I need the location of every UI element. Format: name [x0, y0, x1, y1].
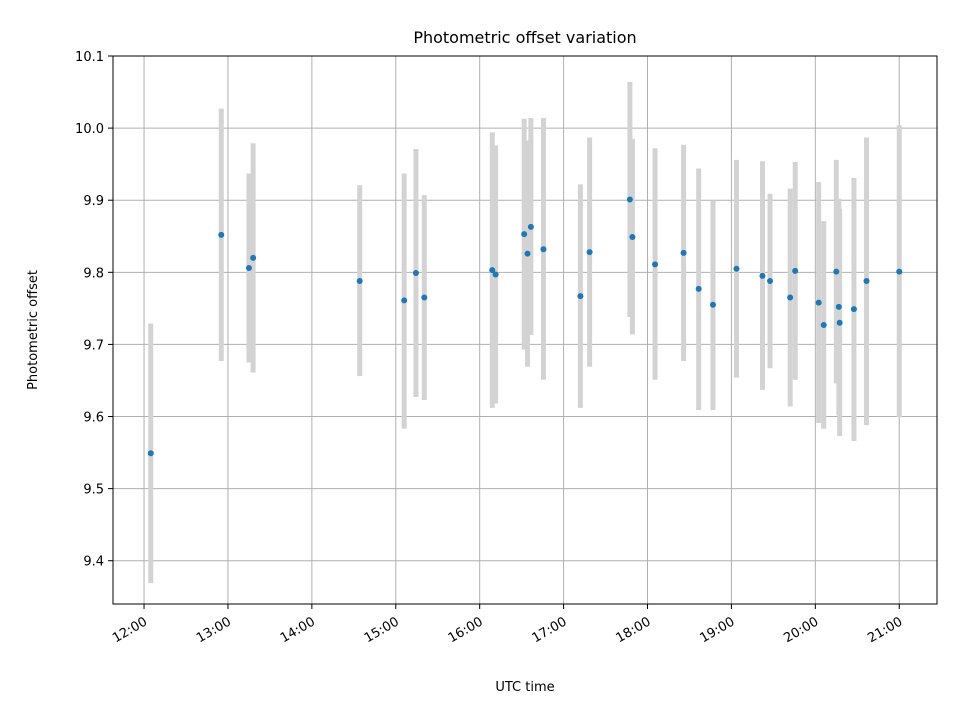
data-point [356, 277, 363, 284]
data-point [792, 267, 799, 274]
data-point [820, 321, 827, 328]
data-point [863, 277, 870, 284]
data-point [833, 268, 840, 275]
data-point [896, 268, 903, 275]
data-point [733, 265, 740, 272]
data-point [521, 231, 528, 238]
data-points [147, 196, 903, 457]
y-tick-label: 10.1 [75, 50, 104, 65]
data-point [250, 254, 257, 261]
data-point [850, 306, 857, 313]
y-tick-label: 9.7 [83, 338, 104, 353]
data-point [815, 299, 822, 306]
data-point [577, 293, 584, 300]
data-point [787, 294, 794, 301]
data-point [836, 319, 843, 326]
y-tick-label: 10.0 [75, 122, 104, 137]
plot-frame [112, 55, 938, 605]
data-point [412, 270, 419, 277]
data-point [489, 267, 496, 274]
y-tick-label: 9.8 [83, 266, 104, 281]
data-point [629, 233, 636, 240]
y-axis-ticks: 9.4 9.5 9.6 9.7 9.8 9.9 10.0 10.1 [75, 50, 113, 570]
data-point [767, 277, 774, 284]
data-point [401, 297, 408, 304]
y-tick-label: 9.4 [83, 555, 104, 570]
data-point [626, 196, 633, 203]
data-point [527, 223, 534, 230]
data-point [835, 303, 842, 310]
data-point [759, 272, 766, 279]
y-axis-label: Photometric offset [26, 270, 41, 390]
data-point [421, 294, 428, 301]
data-point [586, 249, 593, 256]
y-tick-label: 9.5 [83, 483, 104, 498]
data-point [680, 249, 687, 256]
data-point [709, 301, 716, 308]
data-point [695, 285, 702, 292]
y-tick-label: 9.9 [83, 194, 104, 209]
x-axis-label: UTC time [495, 680, 554, 695]
data-point [245, 264, 252, 271]
chart-title: Photometric offset variation [413, 28, 636, 47]
data-point [524, 250, 531, 257]
data-point [147, 450, 154, 457]
y-tick-label: 9.6 [83, 411, 104, 426]
data-point [540, 246, 547, 253]
data-point [492, 271, 499, 278]
data-point [652, 261, 659, 268]
data-point [218, 231, 225, 238]
